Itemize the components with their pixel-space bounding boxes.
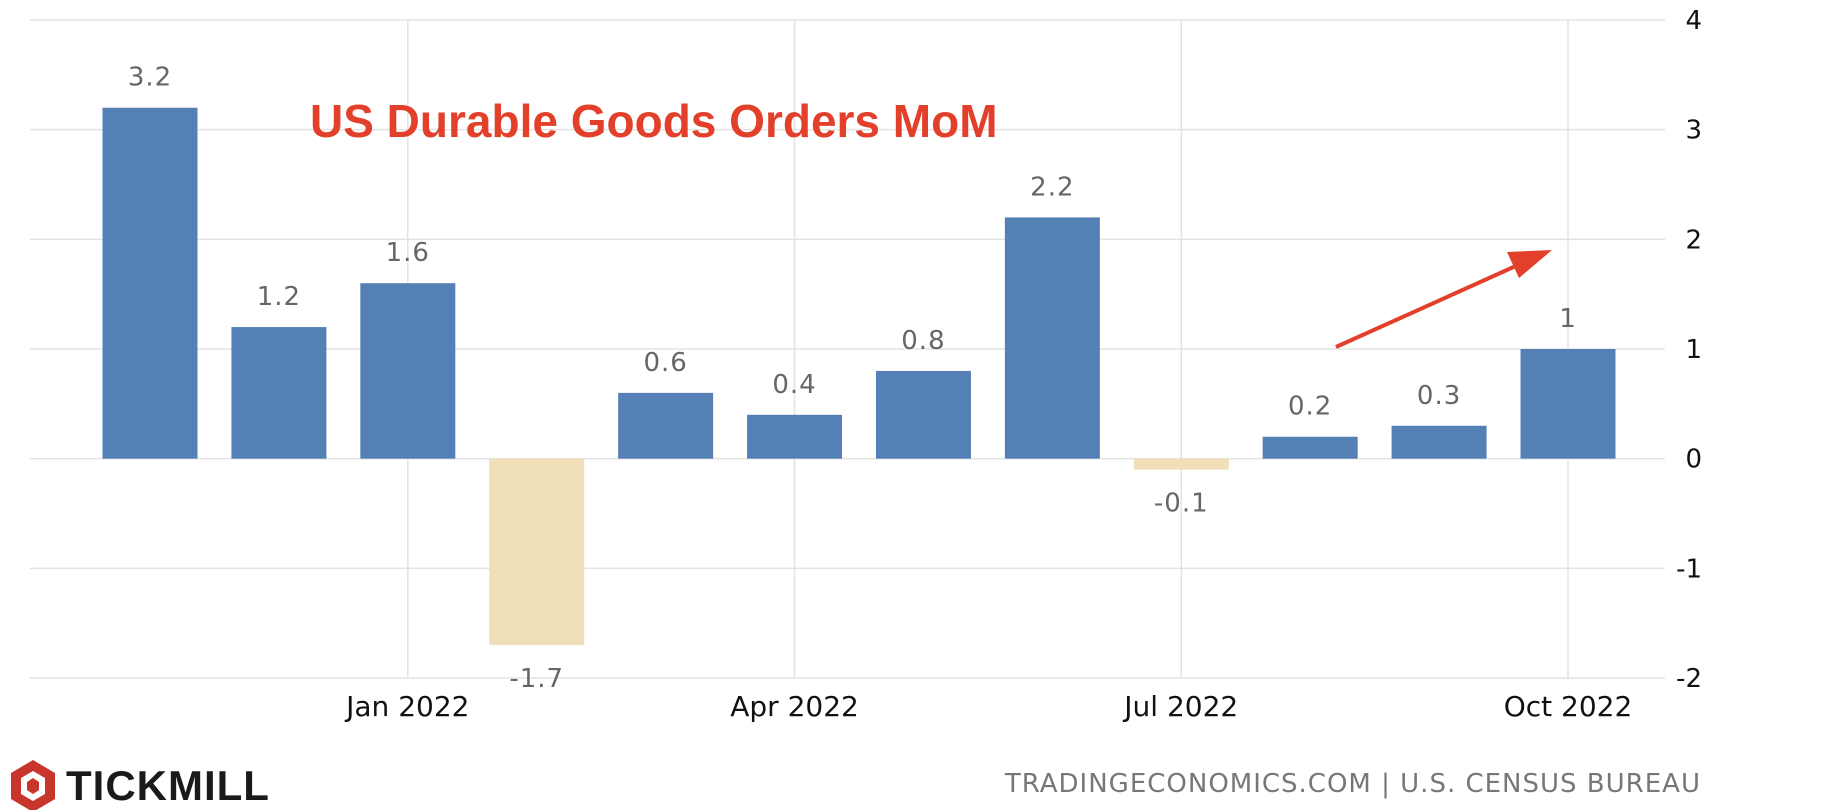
data-label: 0.8 bbox=[901, 326, 945, 356]
bar-jan-2022 bbox=[360, 283, 456, 459]
brand-name: TICKMILL bbox=[66, 762, 270, 809]
y-tick-label: 3 bbox=[1685, 116, 1702, 146]
x-tick-label: Jan 2022 bbox=[344, 690, 469, 723]
tickmill-logo-core bbox=[27, 778, 39, 794]
data-label: 1.6 bbox=[386, 238, 430, 268]
bar-mar-2022 bbox=[618, 392, 714, 459]
x-tick-label: Jul 2022 bbox=[1122, 690, 1238, 723]
data-label: 1 bbox=[1559, 304, 1577, 334]
bar-nov-2021 bbox=[102, 107, 198, 459]
y-tick-label: 1 bbox=[1685, 335, 1702, 365]
bar-dec-2021 bbox=[231, 327, 327, 459]
x-tick-label: Apr 2022 bbox=[730, 690, 859, 723]
x-tick-label: Oct 2022 bbox=[1504, 690, 1633, 723]
data-label: 0.4 bbox=[772, 370, 816, 400]
data-labels: 3.2 1.2 1.6 -1.7 0.6 0.4 0.8 2.2 -0.1 0.2 0.3 1 bbox=[128, 63, 1577, 694]
y-tick-label: 2 bbox=[1685, 225, 1702, 255]
data-label: -1.7 bbox=[509, 664, 564, 694]
bar-feb-2022 bbox=[489, 458, 585, 646]
data-label: 0.3 bbox=[1417, 381, 1461, 411]
chart-title: US Durable Goods Orders MoM bbox=[310, 95, 998, 147]
bar-aug-2022 bbox=[1262, 436, 1358, 459]
bars bbox=[102, 107, 1616, 646]
trend-arrow-line bbox=[1335, 263, 1519, 349]
y-tick-label: -2 bbox=[1676, 664, 1702, 694]
trend-arrow-annotation bbox=[1335, 250, 1552, 349]
bar-jun-2022 bbox=[1004, 217, 1100, 459]
x-axis-ticks: Jan 2022 Apr 2022 Jul 2022 Oct 2022 bbox=[344, 690, 1632, 723]
data-label: 3.2 bbox=[128, 63, 172, 93]
bar-may-2022 bbox=[875, 370, 971, 459]
data-label: 0.2 bbox=[1288, 392, 1332, 422]
y-axis-ticks: 4 3 2 1 0 -1 -2 bbox=[1676, 6, 1702, 694]
data-label: 2.2 bbox=[1030, 172, 1074, 202]
source-credit: TRADINGECONOMICS.COM | U.S. CENSUS BUREA… bbox=[1004, 769, 1701, 799]
data-label: -0.1 bbox=[1154, 489, 1209, 519]
data-label: 0.6 bbox=[643, 348, 687, 378]
data-label: 1.2 bbox=[257, 282, 301, 312]
bar-jul-2022 bbox=[1133, 458, 1229, 470]
y-tick-label: 0 bbox=[1685, 445, 1702, 475]
bar-apr-2022 bbox=[747, 414, 843, 459]
brand-logo: TICKMILL bbox=[11, 760, 270, 810]
bar-oct-2022 bbox=[1520, 349, 1616, 459]
y-tick-label: -1 bbox=[1676, 554, 1702, 584]
bar-sep-2022 bbox=[1391, 425, 1487, 459]
y-tick-label: 4 bbox=[1685, 6, 1702, 36]
trend-arrow-head bbox=[1507, 250, 1552, 278]
